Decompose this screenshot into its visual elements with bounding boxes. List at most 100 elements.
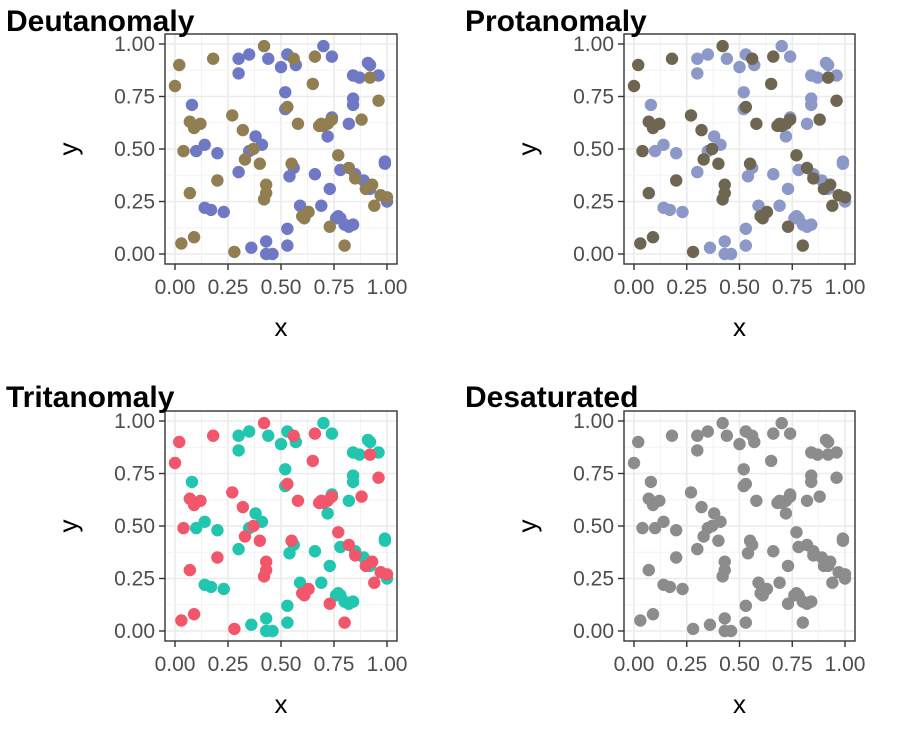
- data-point: [338, 239, 351, 252]
- data-point: [177, 144, 190, 158]
- y-tick-label: 0.75: [573, 463, 614, 486]
- data-point: [243, 425, 256, 438]
- x-tick-label: 0.00: [614, 653, 655, 676]
- data-point: [836, 157, 850, 170]
- data-point: [824, 178, 837, 191]
- data-point: [813, 113, 826, 126]
- data-point: [317, 416, 330, 430]
- data-point: [739, 100, 753, 114]
- panel-desaturated: 0.00 0.25 0.50 0.75 1.00 0.00 0.25 0.50 0.75 1.00…: [465, 381, 865, 719]
- data-point: [821, 435, 835, 449]
- x-axis-title: x: [733, 689, 746, 719]
- data-point: [800, 117, 814, 130]
- data-point: [773, 199, 786, 212]
- data-point: [705, 142, 719, 156]
- data-point: [657, 138, 670, 151]
- data-point: [775, 416, 788, 430]
- data-point: [257, 416, 271, 430]
- data-point: [306, 454, 319, 468]
- y-tick-label: 1.00: [573, 33, 614, 56]
- x-axis-title: x: [733, 312, 746, 342]
- data-point: [739, 477, 753, 491]
- data-point: [705, 519, 719, 533]
- data-point: [365, 178, 379, 191]
- data-point: [805, 475, 818, 489]
- data-point: [291, 494, 305, 507]
- y-axis-title: y: [53, 143, 83, 156]
- data-point: [266, 624, 279, 638]
- data-point: [750, 494, 763, 507]
- data-point: [353, 448, 366, 461]
- data-point: [830, 471, 843, 484]
- data-point: [323, 220, 336, 233]
- data-point: [247, 519, 260, 533]
- data-point: [228, 245, 241, 259]
- data-point: [684, 486, 698, 499]
- data-point: [739, 222, 753, 235]
- data-point: [716, 416, 729, 430]
- data-point: [676, 205, 689, 219]
- data-point: [807, 549, 820, 562]
- data-point: [756, 212, 769, 225]
- data-point: [380, 191, 394, 204]
- data-point: [743, 534, 757, 547]
- data-point: [697, 153, 710, 166]
- data-point: [718, 612, 731, 625]
- data-point: [783, 50, 797, 63]
- data-point: [281, 599, 294, 612]
- data-point: [342, 161, 356, 175]
- data-point: [716, 39, 729, 53]
- data-point: [232, 165, 245, 179]
- data-point: [173, 58, 186, 72]
- data-point: [363, 435, 377, 449]
- data-point: [211, 174, 224, 187]
- data-point: [173, 435, 186, 449]
- x-tick-label: 0.50: [719, 653, 760, 676]
- data-point: [315, 199, 328, 212]
- data-point: [168, 79, 182, 93]
- data-point: [253, 157, 266, 170]
- data-point: [338, 616, 351, 629]
- data-point: [315, 117, 328, 130]
- data-point: [281, 239, 294, 252]
- data-point: [279, 86, 292, 99]
- data-point: [657, 515, 670, 528]
- data-point: [718, 235, 731, 248]
- data-point: [317, 39, 330, 53]
- data-point: [183, 186, 197, 200]
- data-point: [707, 130, 721, 143]
- data-point: [372, 94, 385, 107]
- data-point: [745, 429, 759, 442]
- x-tick-label: 0.75: [772, 276, 813, 299]
- data-point: [308, 50, 322, 63]
- data-point: [342, 117, 356, 130]
- data-point: [796, 616, 809, 629]
- data-point: [691, 542, 704, 556]
- data-point: [767, 168, 780, 181]
- x-tick-label: 0.00: [155, 653, 196, 676]
- data-point: [363, 448, 377, 461]
- x-tick-label: 1.00: [367, 276, 408, 299]
- data-point: [644, 475, 658, 489]
- data-point: [737, 463, 750, 476]
- data-point: [349, 549, 362, 562]
- data-point: [739, 599, 753, 612]
- data-point: [701, 425, 715, 438]
- data-point: [298, 212, 311, 225]
- data-point: [790, 526, 803, 539]
- y-tick-label: 0.50: [114, 138, 155, 161]
- y-tick-label: 0.00: [114, 243, 155, 266]
- data-point: [686, 245, 700, 259]
- data-point: [298, 589, 311, 602]
- data-point: [226, 486, 239, 499]
- data-point: [788, 212, 801, 225]
- panel-title: Desaturated: [465, 381, 638, 414]
- data-point: [703, 241, 717, 254]
- data-point: [342, 494, 356, 507]
- data-point: [764, 454, 778, 468]
- data-point: [293, 576, 307, 589]
- data-point: [194, 117, 207, 130]
- data-point: [741, 170, 755, 183]
- data-point: [670, 147, 683, 160]
